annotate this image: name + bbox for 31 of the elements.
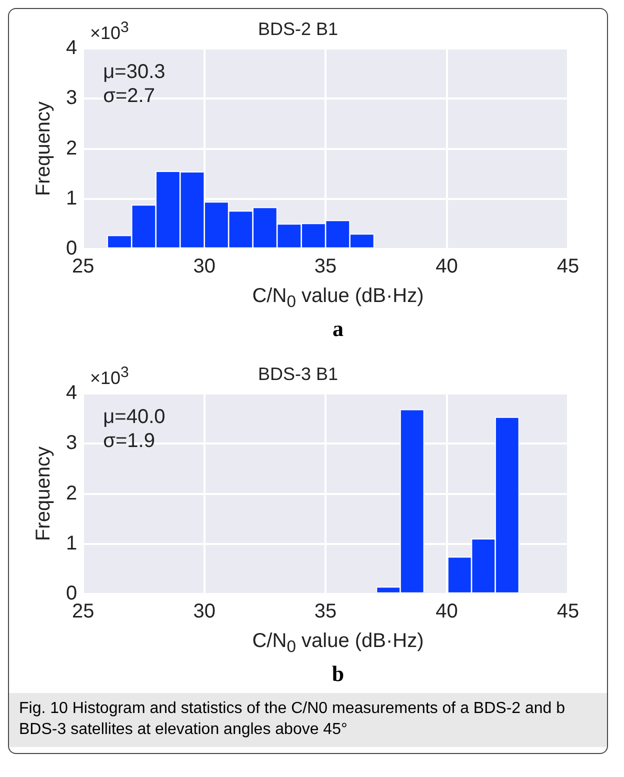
y-tick-label: 4 [66, 382, 78, 404]
x-tick-label: 30 [193, 256, 216, 278]
annotation: σ=2.7 [103, 85, 155, 108]
y-tick-label: 4 [66, 37, 78, 60]
x-tick-label: 45 [556, 600, 580, 623]
chart-title: BDS-2 B1 [258, 18, 338, 39]
x-tick-label: 45 [556, 256, 580, 278]
x-axis-title: C/N$_{0}$ value (dB·Hz) [251, 630, 425, 657]
text: ×10$^{3}$ [90, 364, 129, 389]
x-axis-title: C/N$_{0}$ value (dB·Hz) [251, 285, 425, 312]
y-axis-title: Frequency [32, 446, 55, 542]
x-tick-label: 40 [436, 256, 458, 278]
annotation: σ=1.9 [103, 430, 155, 452]
y-tick-label: 2 [66, 482, 78, 504]
text: b [330, 661, 346, 687]
y-tick-label: 2 [66, 137, 78, 160]
y-axis-title: Frequency [32, 102, 55, 196]
chart-title: BDS-3 B1 [258, 364, 338, 384]
x-tick-label: 35 [314, 256, 337, 278]
x-tick-label: 30 [193, 600, 216, 623]
y-tick-label: 1 [66, 532, 78, 554]
y-tick-label: 1 [66, 187, 78, 210]
x-tick-label: 40 [436, 600, 458, 623]
y-tick-label: 3 [66, 432, 78, 454]
text: ×10$^{3}$ [90, 19, 129, 44]
x-tick-label: 35 [314, 600, 337, 623]
y-tick-label: 3 [66, 87, 78, 110]
annotation: μ=30.3 [103, 61, 166, 84]
annotation: μ=40.0 [103, 406, 166, 428]
caption: Fig. 10 Histogram and statistics of the C/N0 measurements of a BDS-2 and b BDS-3 satellites at elevation angles above 45° [9, 693, 607, 747]
text: a [332, 316, 344, 342]
